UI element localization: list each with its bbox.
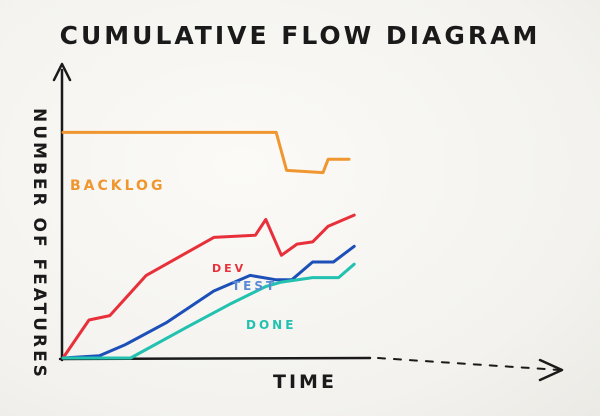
- series-label-done: DONE: [246, 318, 296, 332]
- chart-title: CUMULATIVE FLOW DIAGRAM: [60, 21, 541, 50]
- series-line-dev: [61, 213, 356, 360]
- y-axis-label: NUMBER OF FEATURES: [29, 108, 49, 380]
- series-label-backlog: BACKLOG: [70, 178, 165, 194]
- series-line-done: [61, 262, 356, 360]
- series-line-test: [61, 244, 356, 360]
- x-axis-label: TIME: [273, 371, 337, 393]
- x-axis-dashed-extension: [377, 357, 561, 371]
- series-label-test: TEST: [232, 279, 277, 293]
- series-line-backlog: [61, 130, 351, 175]
- series-label-dev: DEV: [212, 262, 246, 275]
- series-layer: [61, 130, 356, 360]
- y-axis-arrow: [52, 62, 72, 82]
- x-axis-arrow: [538, 358, 564, 382]
